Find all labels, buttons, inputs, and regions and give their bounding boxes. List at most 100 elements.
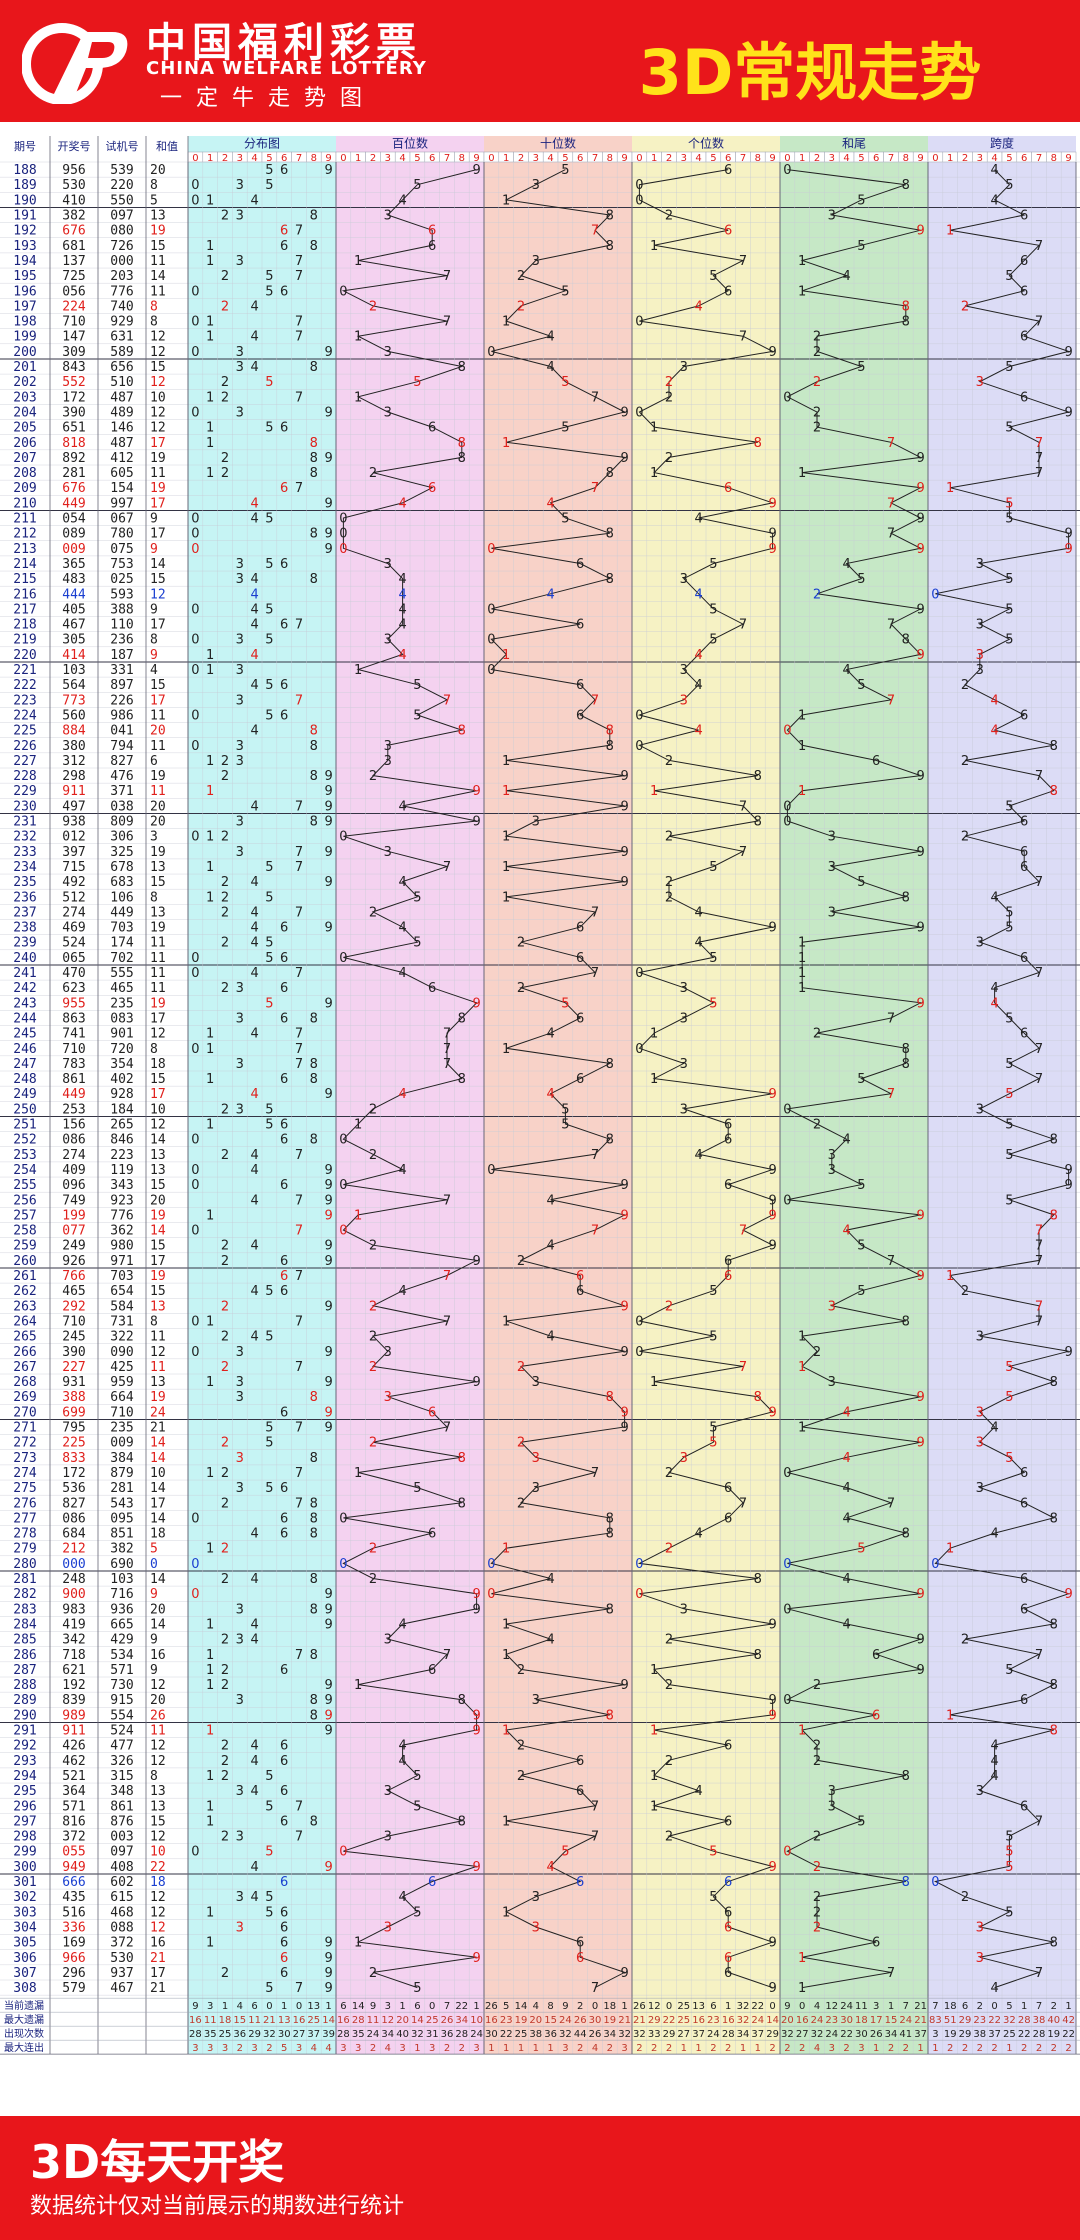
dist-mark: 8: [310, 1648, 318, 1663]
cell-issue: 204: [13, 405, 37, 420]
stats-value: 3: [621, 2043, 627, 2054]
trend-mark-5: 8: [1050, 1208, 1058, 1223]
cell-trial: 654: [110, 1284, 134, 1299]
cell-draw: 949: [62, 1860, 85, 1875]
trend-mark-3: 1: [650, 784, 658, 799]
cell-issue: 275: [13, 1481, 36, 1496]
trend-mark-5: 7: [1035, 1072, 1043, 1087]
cell-trial: 325: [110, 845, 133, 860]
cell-draw: 911: [62, 1724, 85, 1739]
cell-draw: 365: [62, 557, 85, 572]
cell-trial: 971: [110, 1254, 133, 1269]
trend-mark-1: 5: [413, 1905, 421, 1920]
stats-value: 32: [1003, 2015, 1016, 2026]
dist-mark: 2: [221, 905, 229, 920]
trend-mark-4: 7: [887, 496, 895, 511]
trend-mark-4: 9: [916, 996, 924, 1011]
trend-mark-5: 0: [931, 587, 939, 602]
stats-value: 1: [725, 2001, 731, 2012]
trend-mark-4: 3: [828, 1148, 836, 1163]
cell-issue: 249: [13, 1087, 36, 1102]
stats-value: 3: [562, 2043, 568, 2054]
cell-issue: 271: [13, 1421, 36, 1436]
trend-mark-1: 2: [369, 905, 377, 920]
stats-value: 1: [932, 2043, 938, 2054]
trend-mark-5: 7: [1035, 1966, 1043, 1981]
cell-sum: 15: [150, 1178, 166, 1193]
digit-header-5-3: 3: [977, 153, 983, 164]
cell-trial: 348: [110, 1784, 133, 1799]
trend-mark-2: 6: [576, 921, 584, 936]
trend-mark-2: 9: [620, 1178, 628, 1193]
dist-mark: 1: [206, 330, 214, 345]
dist-mark: 0: [191, 602, 199, 617]
digit-header-4-1: 1: [799, 153, 805, 164]
trend-mark-4: 3: [828, 830, 836, 845]
cell-draw: 426: [62, 1739, 85, 1754]
cell-trial: 720: [110, 1042, 133, 1057]
trend-mark-5: 7: [1035, 769, 1043, 784]
cell-sum: 19: [150, 1390, 166, 1405]
digit-header-3-4: 4: [695, 153, 701, 164]
trend-mark-2: 1: [502, 436, 510, 451]
dist-mark: 9: [324, 1299, 332, 1314]
cell-draw: 863: [62, 1011, 85, 1026]
trend-mark-3: 3: [680, 693, 688, 708]
cell-draw: 405: [62, 602, 85, 617]
cell-sum: 16: [150, 1936, 166, 1951]
cell-issue: 293: [13, 1754, 36, 1769]
trend-mark-4: 2: [813, 1118, 821, 1133]
cell-issue: 306: [13, 1951, 36, 1966]
cell-trial: 067: [110, 512, 133, 527]
dist-mark: 4: [250, 1148, 258, 1163]
cell-sum: 19: [150, 224, 166, 239]
stats-value: 2: [962, 2043, 968, 2054]
cell-trial: 326: [110, 1754, 133, 1769]
cell-trial: 776: [110, 284, 133, 299]
trend-mark-3: 9: [768, 1693, 776, 1708]
trend-mark-4: 5: [857, 1284, 865, 1299]
cell-draw: 469: [62, 921, 85, 936]
trend-mark-2: 4: [546, 1193, 554, 1208]
cell-trial: 041: [110, 724, 133, 739]
dist-mark: 0: [191, 966, 199, 981]
cell-trial: 851: [110, 1527, 133, 1542]
cell-trial: 184: [110, 1102, 134, 1117]
stats-value: 24: [707, 2029, 720, 2040]
dist-mark: 4: [250, 678, 258, 693]
trend-mark-1: 7: [443, 1193, 451, 1208]
dist-mark: 7: [295, 330, 303, 345]
trend-mark-2: 6: [576, 1072, 584, 1087]
trend-mark-5: 7: [1035, 1314, 1043, 1329]
stats-value: 2: [1021, 2043, 1027, 2054]
cell-sum: 15: [150, 572, 166, 587]
cell-trial: 915: [110, 1693, 133, 1708]
dist-mark: 4: [250, 875, 258, 890]
trend-mark-2: 5: [561, 512, 569, 527]
stats-value: 32: [559, 2029, 572, 2040]
dist-mark: 4: [250, 1239, 258, 1254]
dist-mark: 7: [295, 1799, 303, 1814]
stats-value: 15: [885, 2015, 898, 2026]
cell-trial: 429: [110, 1633, 133, 1648]
cell-issue: 228: [13, 769, 36, 784]
trend-mark-4: 1: [798, 1360, 806, 1375]
cell-trial: 846: [110, 1133, 133, 1148]
cell-draw: 199: [62, 1208, 85, 1223]
trend-mark-4: 3: [828, 1799, 836, 1814]
cell-issue: 236: [13, 890, 36, 905]
dist-mark: 4: [250, 512, 258, 527]
dist-mark: 4: [250, 1739, 258, 1754]
cell-issue: 207: [13, 451, 36, 466]
trend-mark-3: 6: [724, 224, 732, 239]
cell-sum: 8: [150, 890, 158, 905]
cell-issue: 263: [13, 1299, 36, 1314]
trend-mark-1: 9: [472, 784, 480, 799]
cell-draw: 298: [62, 769, 85, 784]
trend-mark-2: 8: [606, 724, 614, 739]
stats-value: 4: [592, 2043, 598, 2054]
stats-value: 23: [707, 2015, 720, 2026]
trend-mark-2: 0: [487, 663, 495, 678]
cell-sum: 17: [150, 1254, 166, 1269]
trend-mark-5: 5: [1005, 1118, 1013, 1133]
